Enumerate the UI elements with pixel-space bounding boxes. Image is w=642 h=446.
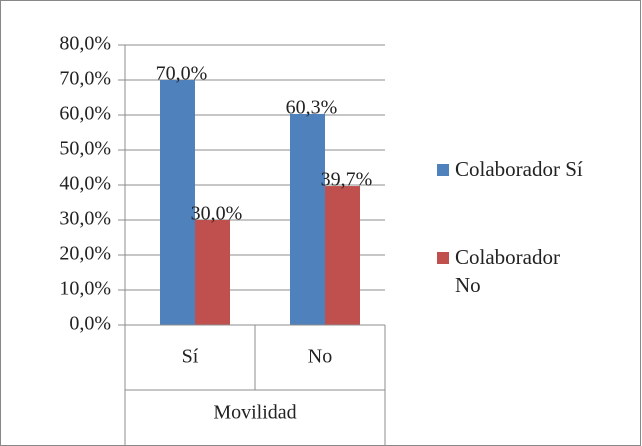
value-label: 60,3% <box>286 97 338 119</box>
x-tick-label: Sí <box>182 346 199 368</box>
legend-swatch <box>437 164 449 176</box>
y-tick-label: 0,0% <box>69 313 111 335</box>
bar <box>290 113 325 325</box>
bar <box>195 220 230 325</box>
x-axis-label: Movilidad <box>213 402 296 424</box>
y-tick-label: 30,0% <box>59 208 111 230</box>
value-label: 70,0% <box>156 63 208 85</box>
legend-swatch <box>437 252 449 264</box>
legend-label: Colaborador Sí <box>455 157 583 181</box>
y-tick-label: 40,0% <box>59 173 111 195</box>
y-tick-label: 60,0% <box>59 103 111 125</box>
y-tick-label: 70,0% <box>59 68 111 90</box>
legend-label: Colaborador No <box>455 245 560 297</box>
x-tick-label: No <box>308 346 332 368</box>
bar <box>160 80 195 325</box>
legend-entry: Colaborador Sí <box>437 155 637 183</box>
y-tick-label: 80,0% <box>59 33 111 55</box>
value-label: 30,0% <box>191 203 243 225</box>
legend-entry: Colaborador No <box>437 243 637 299</box>
value-label: 39,7% <box>321 169 373 191</box>
y-tick-label: 20,0% <box>59 243 111 265</box>
y-tick-label: 50,0% <box>59 138 111 160</box>
bar <box>325 186 360 325</box>
y-tick-label: 10,0% <box>59 278 111 300</box>
